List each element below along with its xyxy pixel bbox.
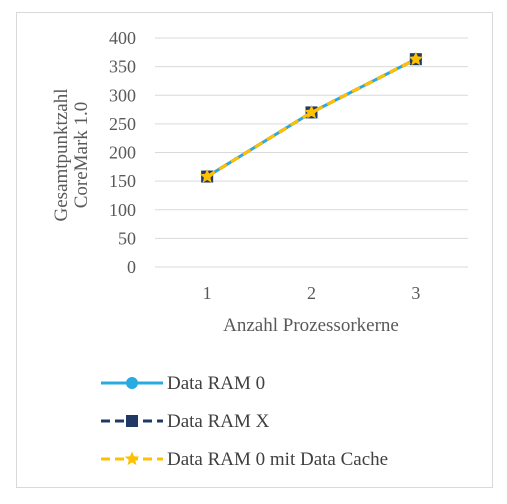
y-tick-label: 250: [109, 114, 136, 134]
x-tick-label: 3: [411, 283, 420, 303]
y-tick-labels: 0 50 100 150 200 250 300 350 400: [109, 28, 136, 277]
series-line: [206, 57, 417, 178]
data-point: [304, 104, 319, 119]
x-axis-title: Anzahl Prozessorkerne: [223, 315, 399, 336]
legend-label: Data RAM 0 mit Data Cache: [167, 449, 388, 470]
chart-frame: 0 50 100 150 200 250 300 350 400 1 2 3 Gesamtpunkt…: [16, 12, 493, 488]
gridlines: [155, 37, 468, 268]
legend-swatch-marker: [126, 415, 138, 427]
y-tick-label: 350: [109, 57, 136, 77]
legend: Data RAM 0 Data RAM X Data RAM 0 mit Data …: [101, 373, 388, 470]
legend-item: Data RAM X: [101, 411, 270, 432]
y-axis-title-line-1: Gesamtpunktzahl: [51, 89, 72, 222]
data-point: [408, 51, 423, 66]
y-tick-label: 100: [109, 200, 136, 220]
y-tick-label: 400: [109, 28, 136, 48]
series-2: [200, 51, 423, 183]
data-point: [200, 169, 215, 183]
y-tick-label: 200: [109, 143, 136, 163]
y-tick-label: 150: [109, 171, 136, 191]
line-chart: 0 50 100 150 200 250 300 350 400 1 2 3 Gesamtpunkt…: [51, 28, 468, 470]
legend-label: Data RAM X: [167, 411, 270, 432]
y-tick-label: 300: [109, 85, 136, 105]
y-tick-label: 0: [127, 257, 136, 277]
x-tick-label: 2: [307, 283, 316, 303]
y-tick-label: 50: [118, 228, 136, 248]
legend-label: Data RAM 0: [167, 373, 265, 394]
legend-item: Data RAM 0: [101, 373, 265, 394]
legend-item: Data RAM 0 mit Data Cache: [101, 449, 388, 470]
legend-swatch-marker: [126, 377, 138, 389]
legend-swatch-marker: [124, 451, 140, 466]
series-group: [200, 51, 423, 183]
y-axis-title-line-2: CoreMark 1.0: [71, 102, 92, 209]
x-tick-labels: 1 2 3: [203, 283, 421, 303]
x-tick-label: 1: [203, 283, 212, 303]
